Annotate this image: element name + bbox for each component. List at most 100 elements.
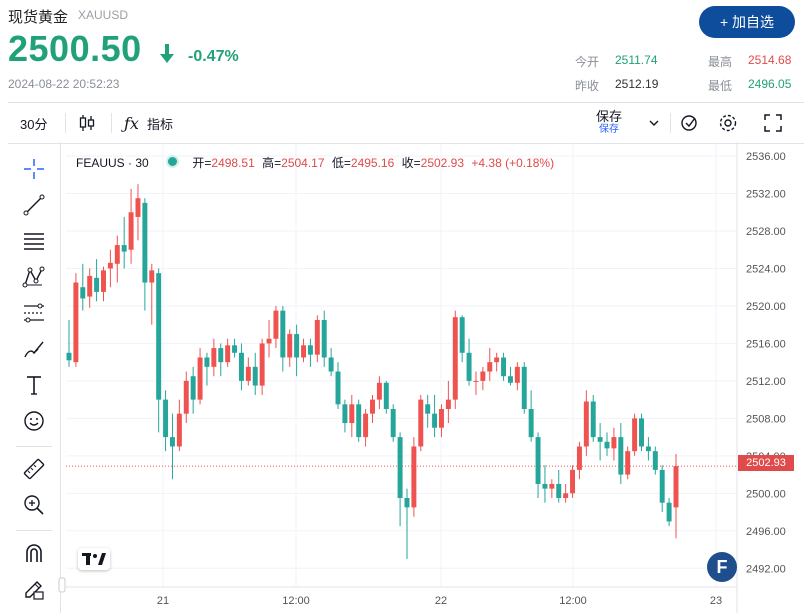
candle-body: [135, 198, 141, 217]
legend-change: +4.38 (+0.18%): [471, 156, 555, 170]
instrument-ticker: XAUUSD: [78, 8, 129, 22]
y-tick-label: 2528.00: [746, 226, 786, 238]
timestamp: 2024-08-22 20:52:23: [8, 77, 120, 91]
candle-body: [645, 446, 651, 452]
horizontal-lines-icon: [24, 233, 44, 250]
legend-low: 2495.16: [350, 156, 395, 170]
high-label: 最高: [708, 55, 733, 69]
candle-body: [521, 366, 527, 409]
legend-symbol: FEAUUS · 30: [76, 156, 149, 170]
fib-tool[interactable]: [20, 299, 48, 327]
indicators-button[interactable]: ƒx 指标: [124, 103, 173, 143]
candle-body: [480, 371, 486, 381]
candle-body: [576, 446, 582, 470]
zoom-in-icon: [24, 495, 44, 515]
candle-body: [618, 437, 624, 475]
horizontal-lines-tool[interactable]: [20, 227, 48, 255]
candle-body: [528, 409, 534, 438]
candle-body: [190, 376, 196, 400]
candle-body: [163, 399, 169, 438]
save-button[interactable]: 保存 保存: [596, 103, 622, 143]
price-change: -0.47%: [188, 48, 239, 65]
candle-body: [128, 212, 134, 250]
candle-body: [73, 282, 79, 363]
candle-body: [349, 404, 355, 424]
candle-body: [204, 357, 210, 367]
save-menu-button[interactable]: [648, 103, 660, 143]
legend-dot-icon: [166, 155, 180, 168]
candle-body: [432, 413, 438, 428]
lock-pencil-icon: [25, 581, 44, 600]
candle-body: [245, 366, 251, 381]
gear-icon: [719, 114, 737, 132]
candle-body: [197, 357, 203, 400]
candle-body: [452, 317, 458, 400]
candle-body: [280, 310, 286, 358]
text-icon: [27, 376, 41, 395]
emoji-icon: [24, 411, 44, 431]
zoom-in-tool[interactable]: [20, 491, 48, 519]
candle-body: [535, 437, 541, 484]
candle-body: [259, 343, 265, 386]
instrument-title: 现货黄金: [8, 9, 69, 26]
tradingview-logo[interactable]: [78, 548, 110, 570]
candle-body: [87, 275, 93, 297]
emoji-tool[interactable]: [20, 407, 48, 435]
pattern-tool[interactable]: [20, 263, 48, 291]
candle-body: [404, 498, 410, 508]
trendline-icon: [23, 194, 45, 216]
candle-body: [176, 413, 182, 447]
indicators-label: 指标: [146, 116, 173, 132]
add-watchlist-button[interactable]: + 加自选: [699, 6, 795, 38]
y-tick-label: 2512.00: [746, 376, 786, 388]
crosshair-icon: [24, 159, 44, 179]
brush-tool[interactable]: [20, 335, 48, 363]
ruler-tool[interactable]: [20, 455, 48, 483]
y-tick-label: 2508.00: [746, 413, 786, 425]
x-tick-label: 12:00: [559, 595, 587, 607]
candle-body: [101, 270, 106, 292]
chart-type-button[interactable]: [78, 103, 96, 143]
candle-body: [673, 466, 679, 508]
brush-icon: [24, 341, 44, 358]
candle-body: [383, 382, 389, 409]
candle-body: [301, 345, 307, 358]
prev-close-value: 2512.19: [615, 77, 659, 91]
drawing-toolbar: [8, 142, 61, 613]
legend-high-label: 高=: [262, 156, 282, 170]
candle-body: [287, 334, 293, 358]
last-price: 2500.50: [8, 28, 142, 69]
text-tool[interactable]: [20, 371, 48, 399]
x-tick-label: 21: [157, 595, 169, 607]
interval-button[interactable]: 30分: [20, 116, 48, 132]
candle-body: [590, 401, 596, 438]
fullscreen-icon: [764, 114, 782, 132]
replay-button[interactable]: [680, 103, 700, 143]
candle-body: [632, 418, 638, 452]
candle-body: [376, 382, 382, 400]
crosshair-tool[interactable]: [20, 155, 48, 183]
ruler-icon: [23, 458, 45, 480]
magnet-icon: [26, 544, 42, 562]
magnet-tool[interactable]: [20, 539, 48, 567]
fullscreen-button[interactable]: [764, 103, 782, 143]
candle-body: [466, 352, 472, 381]
candle-body: [563, 493, 569, 498]
candle-body: [211, 348, 217, 367]
lock-drawings-tool[interactable]: [20, 575, 48, 603]
fib-icon: [24, 303, 44, 323]
candle-body: [487, 362, 493, 372]
y-tick-label: 2520.00: [746, 301, 786, 313]
candle-body: [639, 418, 644, 447]
save-label: 保存: [596, 109, 623, 124]
candle-body: [507, 376, 513, 383]
save-sublabel: 保存: [599, 124, 619, 135]
settings-button[interactable]: [718, 103, 738, 143]
candle-body: [142, 202, 148, 283]
candle-body: [121, 245, 127, 252]
ohlc-legend: FEAUUS · 30 开=2498.51 高=2504.17 低=2495.1…: [76, 154, 554, 171]
candle-body: [238, 352, 244, 381]
candle-body: [390, 409, 396, 438]
trendline-tool[interactable]: [20, 191, 48, 219]
